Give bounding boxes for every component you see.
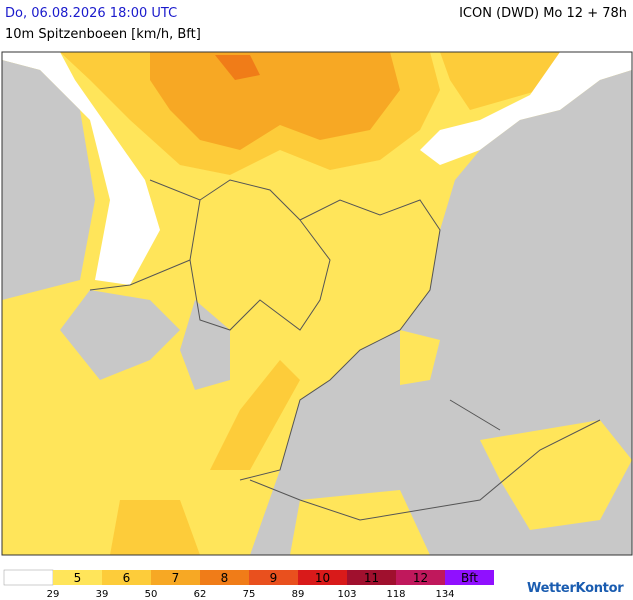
- legend-swatch: [3, 569, 54, 586]
- legend-swatch: [445, 570, 494, 585]
- legend-threshold: 134: [435, 589, 454, 600]
- logo: WetterKontor: [527, 581, 624, 596]
- legend-class: 7: [172, 571, 180, 585]
- legend-swatch: [53, 570, 102, 585]
- map-frame: [1, 51, 633, 556]
- legend-threshold: 39: [96, 589, 109, 600]
- subtitle: 10m Spitzenboeen [km/h, Bft]: [5, 27, 201, 42]
- legend-swatch: [347, 570, 396, 585]
- sea: [2, 52, 160, 285]
- legend-class: 5: [74, 571, 82, 585]
- legend-swatch: [151, 570, 200, 585]
- legend-swatch: [102, 570, 151, 585]
- legend-class: 9: [270, 571, 278, 585]
- legend-threshold: 118: [386, 589, 405, 600]
- legend-class: 10: [315, 571, 330, 585]
- gust-zone: [110, 500, 200, 555]
- sea: [420, 52, 632, 165]
- gust-zone: [290, 490, 430, 555]
- gust-zone: [150, 52, 400, 150]
- legend-threshold: 75: [243, 589, 256, 600]
- gust-zone: [480, 420, 632, 530]
- land: [2, 60, 95, 300]
- land: [180, 300, 230, 390]
- legend-threshold: 89: [292, 589, 305, 600]
- legend-swatch: [396, 570, 445, 585]
- legend-swatch: [249, 570, 298, 585]
- legend-threshold: 29: [47, 589, 60, 600]
- legend-swatch: [200, 570, 249, 585]
- gust-zone: [210, 360, 300, 470]
- gust-zone: [215, 55, 260, 80]
- legend-threshold: 103: [337, 589, 356, 600]
- legend-class: 6: [123, 571, 131, 585]
- datetime: Do, 06.08.2026 18:00 UTC: [5, 6, 178, 21]
- gust-zone: [400, 330, 440, 385]
- legend-class: 11: [364, 571, 379, 585]
- legend-threshold: 62: [194, 589, 207, 600]
- model-run: ICON (DWD) Mo 12 + 78h: [459, 6, 627, 21]
- legend-class: 12: [413, 571, 428, 585]
- legend-class: Bft: [461, 571, 478, 585]
- legend-class: 8: [221, 571, 229, 585]
- land: [60, 290, 180, 380]
- legend-swatch: [298, 570, 347, 585]
- gust-zone: [440, 52, 560, 110]
- legend-threshold: 50: [145, 589, 158, 600]
- border: [89, 179, 601, 521]
